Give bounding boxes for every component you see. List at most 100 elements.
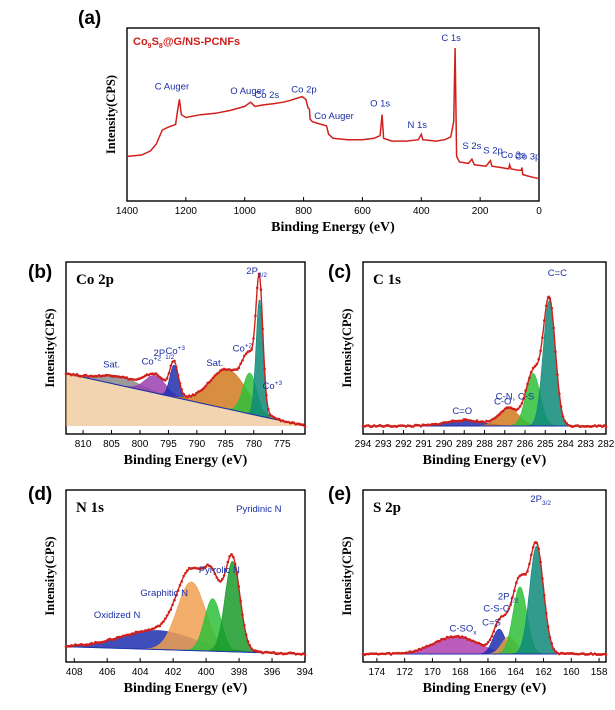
data-point: [516, 407, 520, 411]
data-point: [125, 633, 128, 637]
data-point: [195, 567, 198, 570]
data-point: [239, 599, 242, 603]
data-point: [415, 649, 419, 652]
data-point: [136, 630, 139, 634]
data-point: [208, 380, 211, 384]
data-point: [462, 636, 466, 639]
data-point: [393, 652, 397, 655]
data-point: [423, 423, 427, 427]
data-point: [272, 415, 276, 419]
y-axis-label: Intensity(CPS): [104, 75, 118, 154]
data-point: [255, 286, 259, 290]
survey-spectrum-line: [126, 47, 540, 180]
x-tick-label: 291: [415, 439, 432, 450]
data-point: [365, 652, 369, 656]
fit-component-c-n-c-s: [363, 373, 606, 427]
data-point: [447, 636, 451, 639]
data-point: [250, 647, 253, 650]
peak-label: Co+2: [233, 342, 253, 354]
data-point: [265, 394, 268, 397]
x-tick-label: 394: [297, 667, 314, 678]
x-tick-label: 396: [264, 667, 281, 678]
data-point: [539, 349, 542, 353]
data-point: [507, 607, 511, 610]
data-point: [546, 625, 550, 628]
data-point: [522, 397, 526, 400]
data-point: [412, 425, 415, 428]
data-point: [524, 573, 527, 576]
data-point: [248, 644, 252, 647]
peak-label: C 1s: [441, 33, 461, 44]
data-point: [301, 423, 305, 427]
data-point: [574, 652, 578, 656]
x-tick-label: 284: [557, 439, 574, 450]
data-point: [599, 424, 602, 428]
data-point: [427, 423, 430, 427]
data-point: [243, 623, 246, 627]
data-point: [173, 598, 176, 602]
data-point: [254, 314, 257, 318]
x-tick-label: 170: [424, 667, 441, 678]
data-point: [414, 423, 417, 427]
peak-label: 2P3/2: [530, 494, 551, 507]
x-tick-label: 800: [132, 439, 149, 450]
data-point: [114, 637, 117, 640]
data-point: [121, 634, 125, 638]
data-point: [235, 572, 239, 576]
data-point: [427, 644, 430, 648]
data-point: [498, 617, 501, 621]
data-point: [558, 392, 561, 396]
data-point: [164, 379, 167, 382]
data-point: [162, 620, 165, 623]
panel-title: N 1s: [76, 500, 104, 516]
data-point: [180, 388, 184, 391]
peak-label: C Auger: [155, 81, 189, 92]
x-tick-label: 289: [456, 439, 473, 450]
x-tick-label: 406: [99, 667, 116, 678]
data-point: [438, 640, 441, 643]
data-point: [524, 389, 527, 392]
panel-e: (e) 174 172 170 168 166 164 162 160 158 Binding En…: [328, 484, 608, 696]
data-point: [233, 562, 237, 566]
data-point: [164, 617, 167, 620]
data-point: [552, 326, 555, 330]
x-tick-label: 780: [245, 439, 262, 450]
data-point: [520, 402, 524, 405]
data-point: [178, 583, 182, 587]
data-point: [572, 652, 576, 656]
data-point: [147, 628, 150, 631]
x-tick-label: 162: [535, 667, 552, 678]
data-point: [92, 642, 95, 646]
peak-label: Co+3: [165, 345, 185, 357]
data-point: [503, 613, 507, 617]
data-point: [285, 420, 288, 424]
data-point: [475, 419, 479, 422]
data-point: [597, 653, 600, 656]
peak-label: Sat.: [206, 358, 223, 369]
x-tick-label: 810: [75, 439, 92, 450]
data-point: [272, 650, 276, 654]
data-point: [204, 384, 207, 388]
data-point: [176, 589, 180, 592]
fit-component-c-c: [363, 300, 606, 427]
x-tick-label: 400: [413, 206, 430, 217]
x-tick-label: 172: [396, 667, 413, 678]
data-point: [224, 368, 228, 372]
peak-label: Co 2p: [291, 84, 316, 95]
panel-letter: (c): [328, 262, 351, 283]
x-tick-label: 800: [295, 206, 312, 217]
x-tick-label: 282: [598, 439, 615, 450]
data-point: [535, 362, 539, 366]
data-point: [488, 419, 492, 423]
data-point: [501, 614, 505, 618]
panel-c: (c) 294 293 292 291 290 289 288 287 286 285 284 283 2…: [328, 261, 615, 468]
data-point: [118, 635, 121, 639]
data-point: [468, 638, 471, 641]
x-tick-label: 293: [375, 439, 392, 450]
x-tick-label: 404: [132, 667, 149, 678]
data-point: [257, 650, 261, 653]
plot-frame: [65, 489, 306, 663]
data-point: [399, 424, 402, 427]
data-point: [248, 349, 252, 353]
peak-label: Co 2s: [254, 90, 279, 101]
